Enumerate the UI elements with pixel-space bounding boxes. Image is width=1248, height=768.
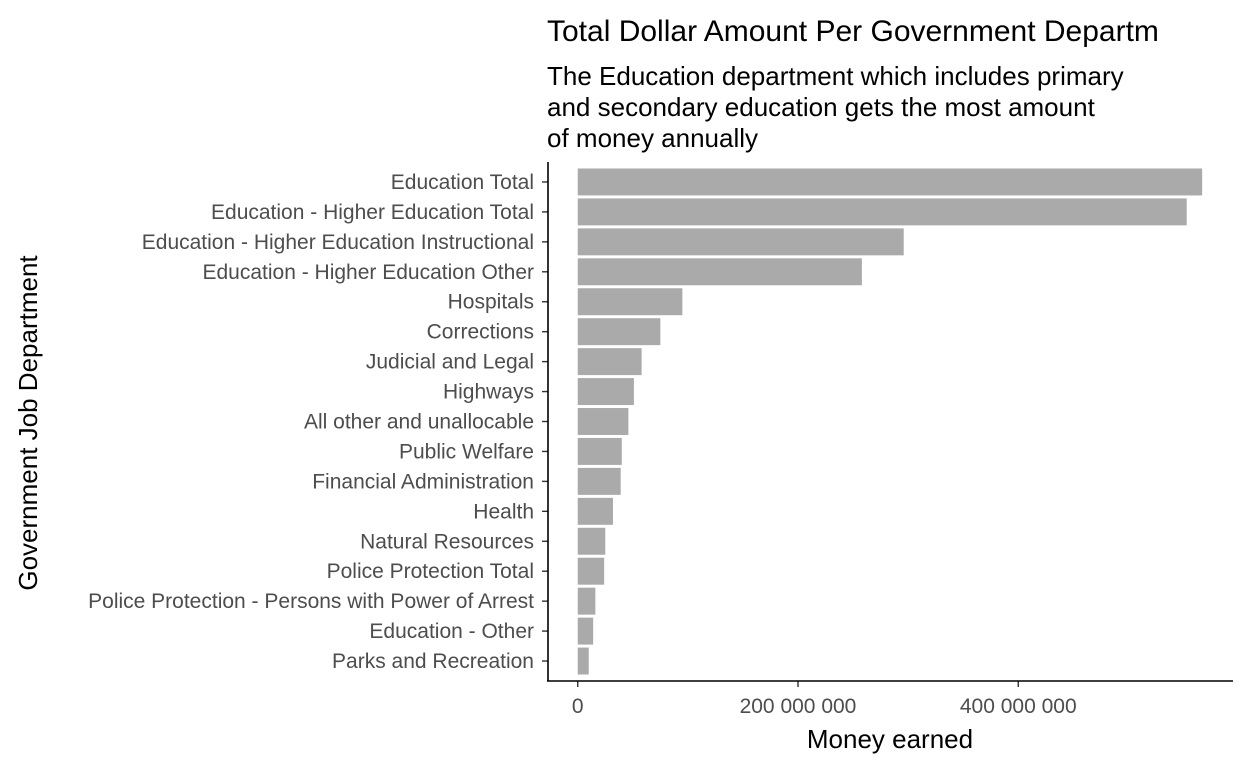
bar (577, 198, 1187, 226)
bar (577, 617, 594, 645)
x-tick-label: 200 000 000 (740, 695, 857, 718)
x-axis-title: Money earned (807, 724, 973, 754)
bar (577, 437, 622, 465)
chart-subtitle-line-2: and secondary education gets the most am… (547, 92, 1096, 122)
category-label: Education - Higher Education Other (202, 261, 534, 284)
x-ticks-group: 0 200 000 000 400 000 000 (572, 681, 1077, 718)
category-label: Police Protection Total (327, 560, 534, 583)
bar (577, 408, 629, 435)
bar (577, 168, 1203, 196)
bar (577, 378, 634, 406)
category-label: All other and unallocable (304, 411, 534, 434)
bar (577, 288, 683, 316)
chart-subtitle-line-1: The Education department which includes … (547, 61, 1124, 91)
category-label: Education - Other (369, 620, 534, 643)
bars-group (577, 168, 1203, 675)
category-label: Education - Higher Education Total (211, 201, 534, 224)
category-label: Education Total (391, 171, 534, 194)
category-label: Parks and Recreation (332, 650, 534, 673)
bar (577, 527, 606, 555)
bar (577, 557, 605, 585)
chart-title: Total Dollar Amount Per Government Depar… (547, 15, 1159, 48)
x-tick-label: 0 (572, 695, 584, 718)
category-label: Health (473, 500, 534, 523)
category-label: Education - Higher Education Instruction… (142, 231, 534, 254)
bar (577, 258, 862, 286)
bar (577, 348, 642, 376)
category-label: Judicial and Legal (366, 351, 534, 374)
category-label: Financial Administration (312, 470, 534, 493)
category-label: Highways (443, 381, 534, 404)
x-tick-label: 400 000 000 (960, 695, 1077, 718)
bar (577, 587, 596, 615)
category-label: Natural Resources (360, 530, 534, 553)
category-label: Police Protection - Persons with Power o… (88, 590, 534, 613)
category-label: Public Welfare (399, 440, 534, 463)
bar (577, 228, 904, 256)
bar (577, 647, 589, 675)
category-label: Hospitals (448, 291, 534, 314)
bar (577, 318, 661, 346)
category-label: Corrections (427, 321, 534, 344)
category-labels-group: Education Total Education - Higher Educat… (88, 171, 548, 673)
bar (577, 497, 613, 525)
chart-subtitle-line-3: of money annually (547, 123, 758, 153)
y-axis-title: Government Job Department (13, 255, 43, 591)
bar (577, 467, 621, 495)
